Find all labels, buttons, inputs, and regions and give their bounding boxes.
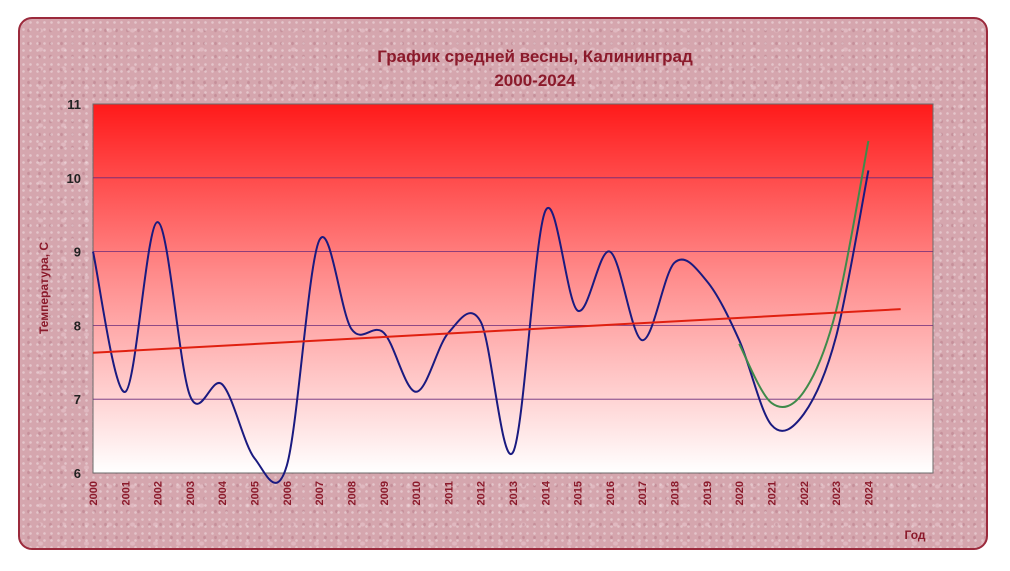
x-tick-label: 2004 — [217, 480, 229, 505]
x-axis-ticks: 2000 2001 2002 2003 2004 2005 2006 2007 2008 2009… — [88, 480, 875, 505]
x-tick-label: 2002 — [153, 481, 165, 505]
y-axis-ticks: 6 7 8 9 10 11 — [67, 97, 81, 481]
x-tick-label: 2001 — [120, 481, 132, 505]
y-axis-label: Температура, С — [37, 242, 51, 334]
x-tick-label: 2023 — [831, 481, 843, 505]
x-tick-label: 2024 — [863, 480, 875, 505]
y-tick-label: 10 — [67, 171, 81, 186]
x-tick-label: 2014 — [540, 480, 552, 505]
x-tick-label: 2022 — [799, 481, 811, 505]
gridlines — [93, 177, 933, 400]
x-tick-label: 2003 — [185, 481, 197, 505]
x-tick-label: 2018 — [670, 481, 682, 505]
x-tick-label: 2016 — [605, 481, 617, 505]
series-layer — [92, 140, 901, 484]
chart-subtitle: 2000-2024 — [494, 71, 576, 90]
x-tick-label: 2005 — [250, 481, 262, 505]
y-tick-label: 11 — [67, 97, 81, 112]
x-tick-label: 2017 — [637, 481, 649, 505]
recent-series-line — [738, 140, 870, 408]
trend-line — [92, 308, 901, 354]
x-tick-label: 2013 — [508, 481, 520, 505]
y-tick-label: 9 — [74, 245, 81, 260]
x-tick-label: 2008 — [346, 481, 358, 505]
y-tick-label: 6 — [74, 466, 81, 481]
y-tick-label: 8 — [74, 318, 81, 333]
x-axis-label: Год — [905, 528, 926, 542]
x-tick-label: 2007 — [314, 481, 326, 505]
x-tick-label: 2009 — [379, 481, 391, 505]
y-tick-label: 7 — [74, 392, 81, 407]
plot-area — [92, 103, 934, 474]
x-tick-label: 2020 — [734, 481, 746, 505]
x-tick-label: 2019 — [702, 481, 714, 505]
temperature-series-line — [92, 170, 870, 484]
x-tick-label: 2000 — [88, 481, 100, 505]
x-tick-label: 2010 — [411, 481, 423, 505]
x-tick-label: 2012 — [476, 481, 488, 505]
x-tick-label: 2015 — [573, 481, 585, 505]
x-tick-label: 2006 — [282, 481, 294, 505]
chart-title: График средней весны, Калининград — [377, 47, 693, 66]
x-tick-label: 2021 — [766, 481, 778, 505]
x-tick-label: 2011 — [443, 481, 455, 505]
